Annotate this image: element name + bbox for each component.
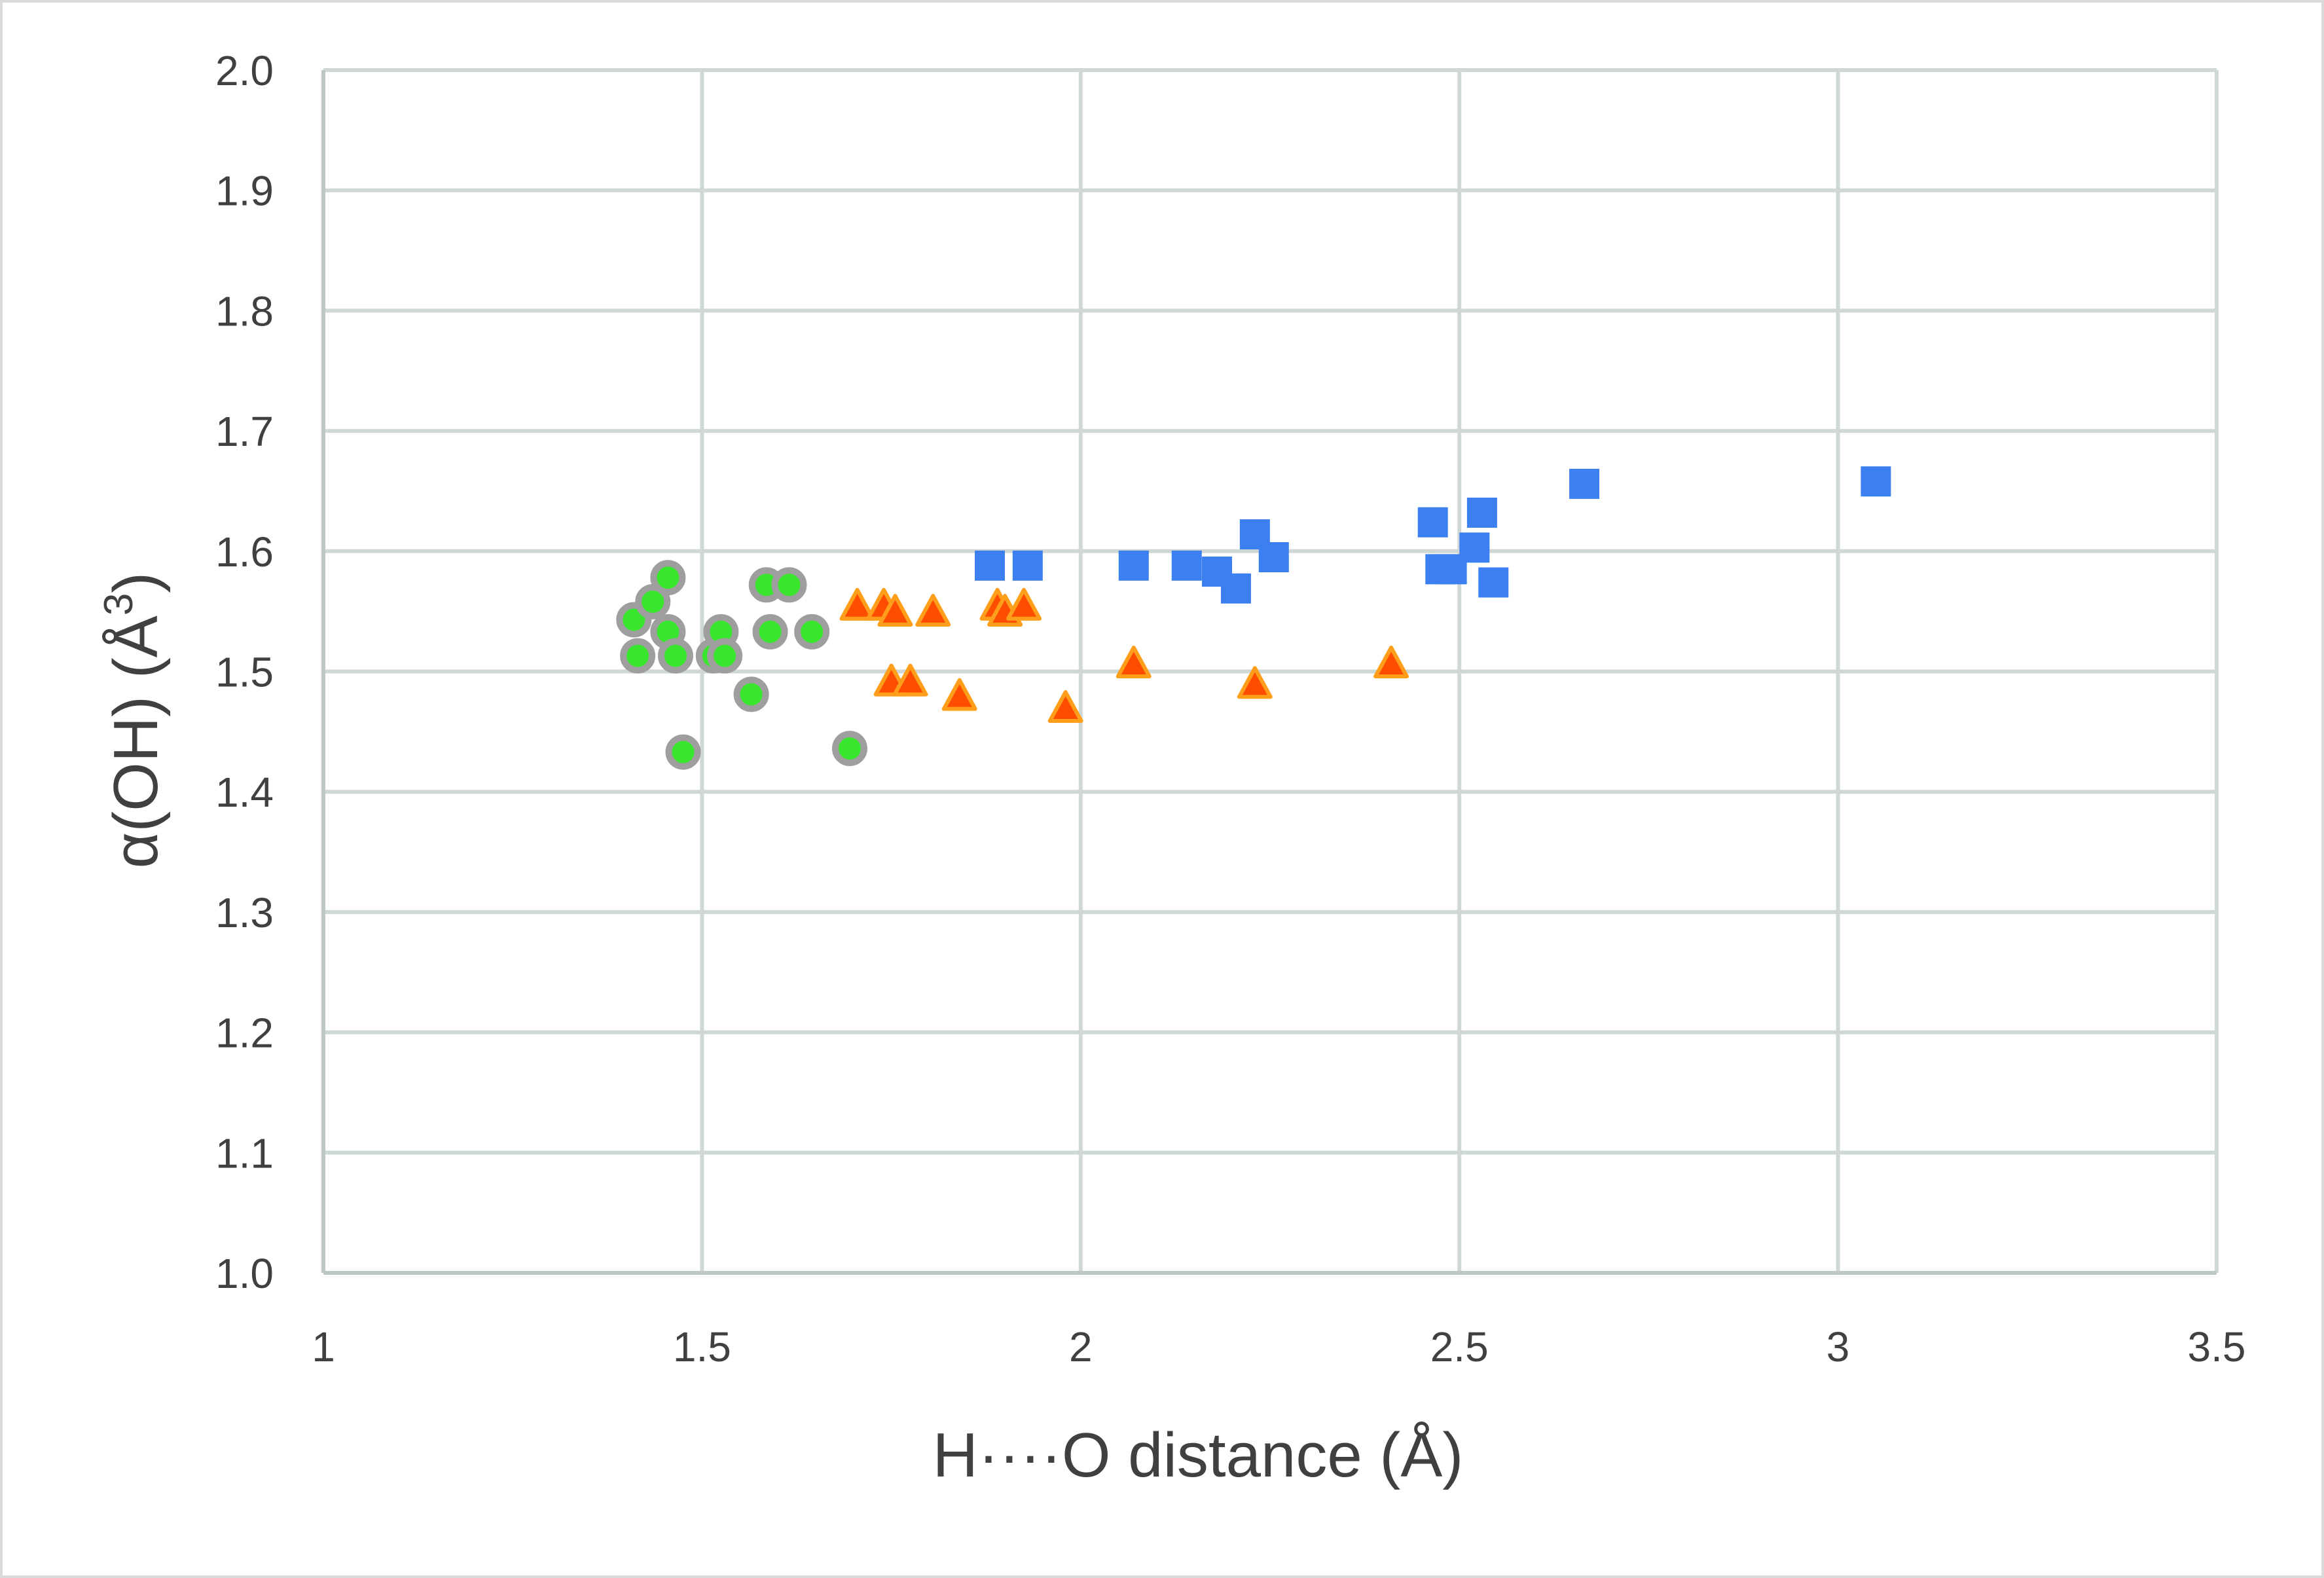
y-tick-label: 1.2 bbox=[215, 1010, 274, 1057]
circle-point bbox=[657, 638, 693, 674]
triangle-point bbox=[892, 663, 928, 697]
circle-point bbox=[635, 583, 671, 619]
data-points bbox=[616, 466, 1891, 770]
square-point bbox=[1459, 532, 1490, 563]
square-point bbox=[1478, 567, 1509, 598]
circle-point bbox=[665, 734, 701, 770]
circle-point bbox=[620, 638, 656, 674]
y-tick-label: 1.8 bbox=[215, 287, 274, 335]
circle-point bbox=[752, 614, 788, 650]
triangle-point bbox=[941, 678, 977, 711]
tick-labels: 1.0 1.1 1.2 1.3 1.4 1.5 1.6 1.7 1.8 1.9 2.0 1 1.5 2 2.… bbox=[215, 47, 2245, 1370]
square-point bbox=[1012, 550, 1043, 581]
x-tick-label: 1.5 bbox=[673, 1323, 731, 1370]
y-tick-label: 1.7 bbox=[215, 408, 274, 455]
y-axis-title-end: ) bbox=[101, 572, 171, 593]
square-point bbox=[1171, 550, 1202, 581]
square-point bbox=[1569, 468, 1600, 499]
square-point bbox=[1118, 550, 1149, 581]
circle-point bbox=[831, 731, 867, 767]
y-tick-label: 1.4 bbox=[215, 769, 274, 816]
axes bbox=[321, 70, 2217, 1275]
y-tick-label: 1.1 bbox=[215, 1129, 274, 1177]
triangle-point bbox=[1047, 690, 1083, 724]
y-axis-title: α(OH) (Å3) bbox=[96, 572, 171, 869]
y-tick-label: 1.5 bbox=[215, 649, 274, 696]
y-tick-label: 2.0 bbox=[215, 47, 274, 94]
triangle-point bbox=[1116, 646, 1152, 679]
x-tick-label: 3.5 bbox=[2188, 1323, 2246, 1370]
y-tick-label: 1.0 bbox=[215, 1250, 274, 1297]
x-tick-label: 3 bbox=[1826, 1323, 1850, 1370]
square-point bbox=[974, 550, 1005, 581]
triangle-point bbox=[915, 594, 951, 627]
triangle-point bbox=[877, 594, 913, 627]
triangle-point bbox=[1006, 587, 1042, 621]
y-tick-label: 1.6 bbox=[215, 528, 274, 576]
circle-point bbox=[771, 567, 807, 603]
square-point bbox=[1861, 466, 1891, 497]
triangle-point bbox=[1373, 646, 1409, 679]
x-tick-label: 2.5 bbox=[1430, 1323, 1489, 1370]
y-tick-label: 1.9 bbox=[215, 168, 274, 215]
gridlines bbox=[323, 68, 2219, 1273]
square-point bbox=[1417, 507, 1448, 538]
square-point bbox=[1258, 541, 1289, 572]
x-tick-label: 2 bbox=[1069, 1323, 1093, 1370]
x-axis-title: H····O distance (Å) bbox=[933, 1420, 1464, 1490]
square-point bbox=[1466, 498, 1497, 528]
circle-point bbox=[650, 560, 686, 596]
triangle-point bbox=[1237, 666, 1273, 699]
circle-point bbox=[794, 614, 830, 650]
x-tick-label: 1 bbox=[312, 1323, 335, 1370]
square-point bbox=[1220, 573, 1251, 604]
y-axis-title-main: α(OH) (Å bbox=[101, 615, 171, 868]
y-axis-title-sup: 3 bbox=[96, 593, 141, 615]
y-tick-label: 1.3 bbox=[215, 889, 274, 936]
triangle-point bbox=[839, 587, 875, 621]
circle-point bbox=[707, 638, 743, 674]
circle-point bbox=[733, 676, 769, 712]
